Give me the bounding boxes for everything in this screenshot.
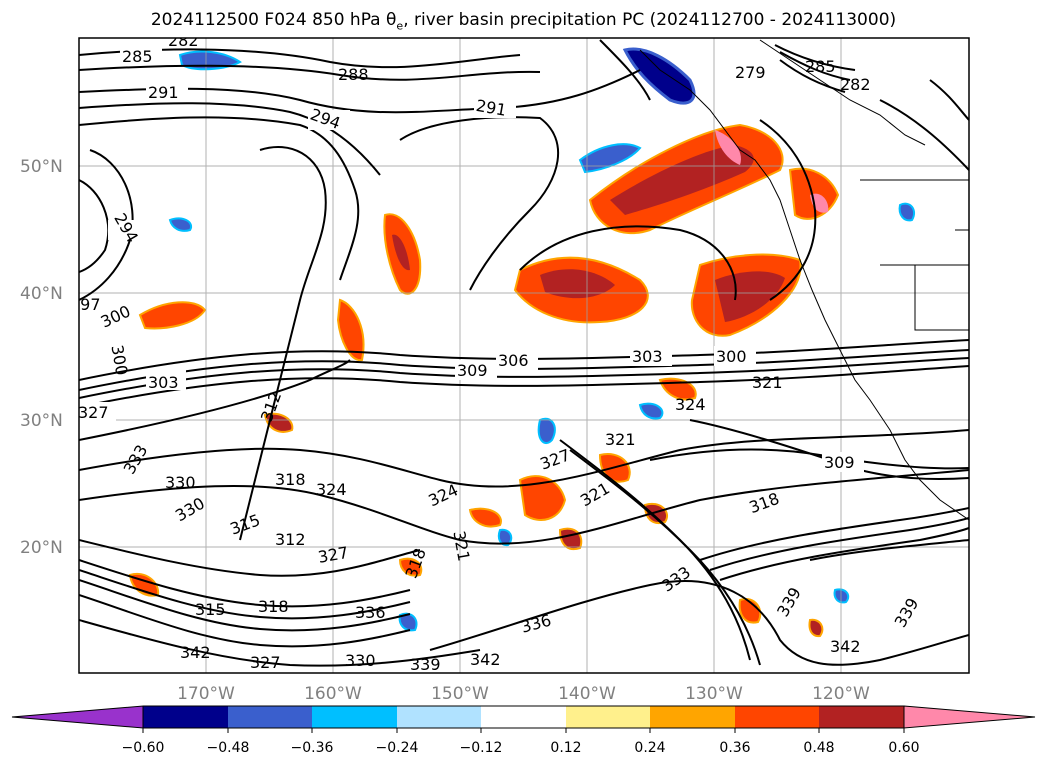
lat-label: 50°N bbox=[20, 157, 63, 177]
contour-label: 318 bbox=[275, 470, 306, 489]
contour-label: 303 bbox=[632, 347, 663, 366]
contour-label: 291 bbox=[148, 83, 179, 102]
colorbar-tick-label: −0.60 bbox=[122, 740, 165, 756]
contour-label: 312 bbox=[275, 530, 306, 549]
lon-label: 170°W bbox=[177, 684, 235, 704]
latitude-labels: 50°N 40°N 30°N 20°N bbox=[20, 157, 63, 558]
contour-label: 282 bbox=[168, 31, 199, 50]
contour-label: 321 bbox=[752, 373, 783, 392]
colorbar-segment bbox=[819, 706, 904, 728]
contour-label: 339 bbox=[410, 655, 441, 674]
contour-label: 342 bbox=[830, 637, 861, 656]
contour-label: 297 bbox=[70, 295, 101, 314]
contour-label: 285 bbox=[805, 57, 836, 76]
colorbar-tick-label: 0.36 bbox=[719, 740, 750, 756]
colorbar-tick-label: 0.12 bbox=[550, 740, 581, 756]
contour-label: 321 bbox=[605, 430, 636, 449]
contour-label: 309 bbox=[824, 453, 855, 472]
colorbar-segment bbox=[481, 706, 566, 728]
lat-label: 40°N bbox=[20, 284, 63, 304]
contour-label: 324 bbox=[316, 480, 347, 499]
colorbar-segment bbox=[228, 706, 312, 728]
theta-e-contours bbox=[79, 39, 969, 667]
colorbar-segment bbox=[735, 706, 819, 728]
colorbar-extend-low bbox=[11, 705, 144, 729]
lat-label: 30°N bbox=[20, 411, 63, 431]
lon-label: 140°W bbox=[558, 684, 616, 704]
colorbar-segment bbox=[312, 706, 397, 728]
contour-label: 318 bbox=[258, 597, 289, 616]
contour-label: 330 bbox=[165, 473, 196, 492]
precip-shading-negative bbox=[168, 47, 916, 632]
contour-label: 336 bbox=[355, 603, 386, 622]
colorbar-segment bbox=[650, 706, 735, 728]
contour-label: 330 bbox=[345, 651, 376, 670]
lon-label: 130°W bbox=[685, 684, 743, 704]
lon-label: 120°W bbox=[812, 684, 870, 704]
plot-frame bbox=[78, 37, 970, 674]
lon-label: 150°W bbox=[431, 684, 489, 704]
contour-label: 306 bbox=[498, 351, 529, 370]
colorbar-tick-label: −0.24 bbox=[376, 740, 419, 756]
colorbar-tick-label: 0.60 bbox=[888, 740, 919, 756]
colorbar-segment bbox=[566, 706, 650, 728]
colorbar-tick-label: −0.12 bbox=[460, 740, 503, 756]
colorbar-tick-label: −0.48 bbox=[207, 740, 250, 756]
lon-label: 160°W bbox=[304, 684, 362, 704]
colorbar-extend-high bbox=[903, 705, 1036, 729]
colorbar-tick-label: 0.24 bbox=[634, 740, 665, 756]
contour-label: 285 bbox=[122, 47, 153, 66]
contour-label: 300 bbox=[716, 347, 747, 366]
graticule bbox=[79, 38, 969, 673]
contour-label: 303 bbox=[148, 373, 179, 392]
colorbar: −0.60 −0.48 −0.36 −0.24 −0.12 0.12 0.24 … bbox=[11, 705, 1036, 756]
colorbar-tick-label: −0.36 bbox=[291, 740, 334, 756]
colorbar-segment bbox=[143, 706, 228, 728]
colorbar-segment bbox=[397, 706, 481, 728]
contour-label: 327 bbox=[250, 653, 281, 672]
precip-shading-positive bbox=[128, 123, 840, 638]
contour-label: 327 bbox=[78, 403, 109, 422]
colorbar-tick-label: 0.48 bbox=[803, 740, 834, 756]
contour-label: 309 bbox=[457, 361, 488, 380]
contour-label: 342 bbox=[180, 643, 211, 662]
contour-label: 342 bbox=[470, 650, 501, 669]
contour-label: 288 bbox=[338, 65, 369, 84]
colorbar-ticks bbox=[142, 728, 905, 733]
map-title: 2024112500 F024 850 hPa θe, river basin … bbox=[150, 10, 897, 33]
contour-label: 315 bbox=[195, 600, 226, 619]
contour-label: 282 bbox=[840, 75, 871, 94]
lat-label: 20°N bbox=[20, 538, 63, 558]
coastline bbox=[639, 39, 969, 521]
contour-label: 279 bbox=[735, 63, 766, 82]
longitude-labels: 170°W 160°W 150°W 140°W 130°W 120°W bbox=[177, 684, 870, 704]
contour-label: 324 bbox=[675, 395, 706, 414]
